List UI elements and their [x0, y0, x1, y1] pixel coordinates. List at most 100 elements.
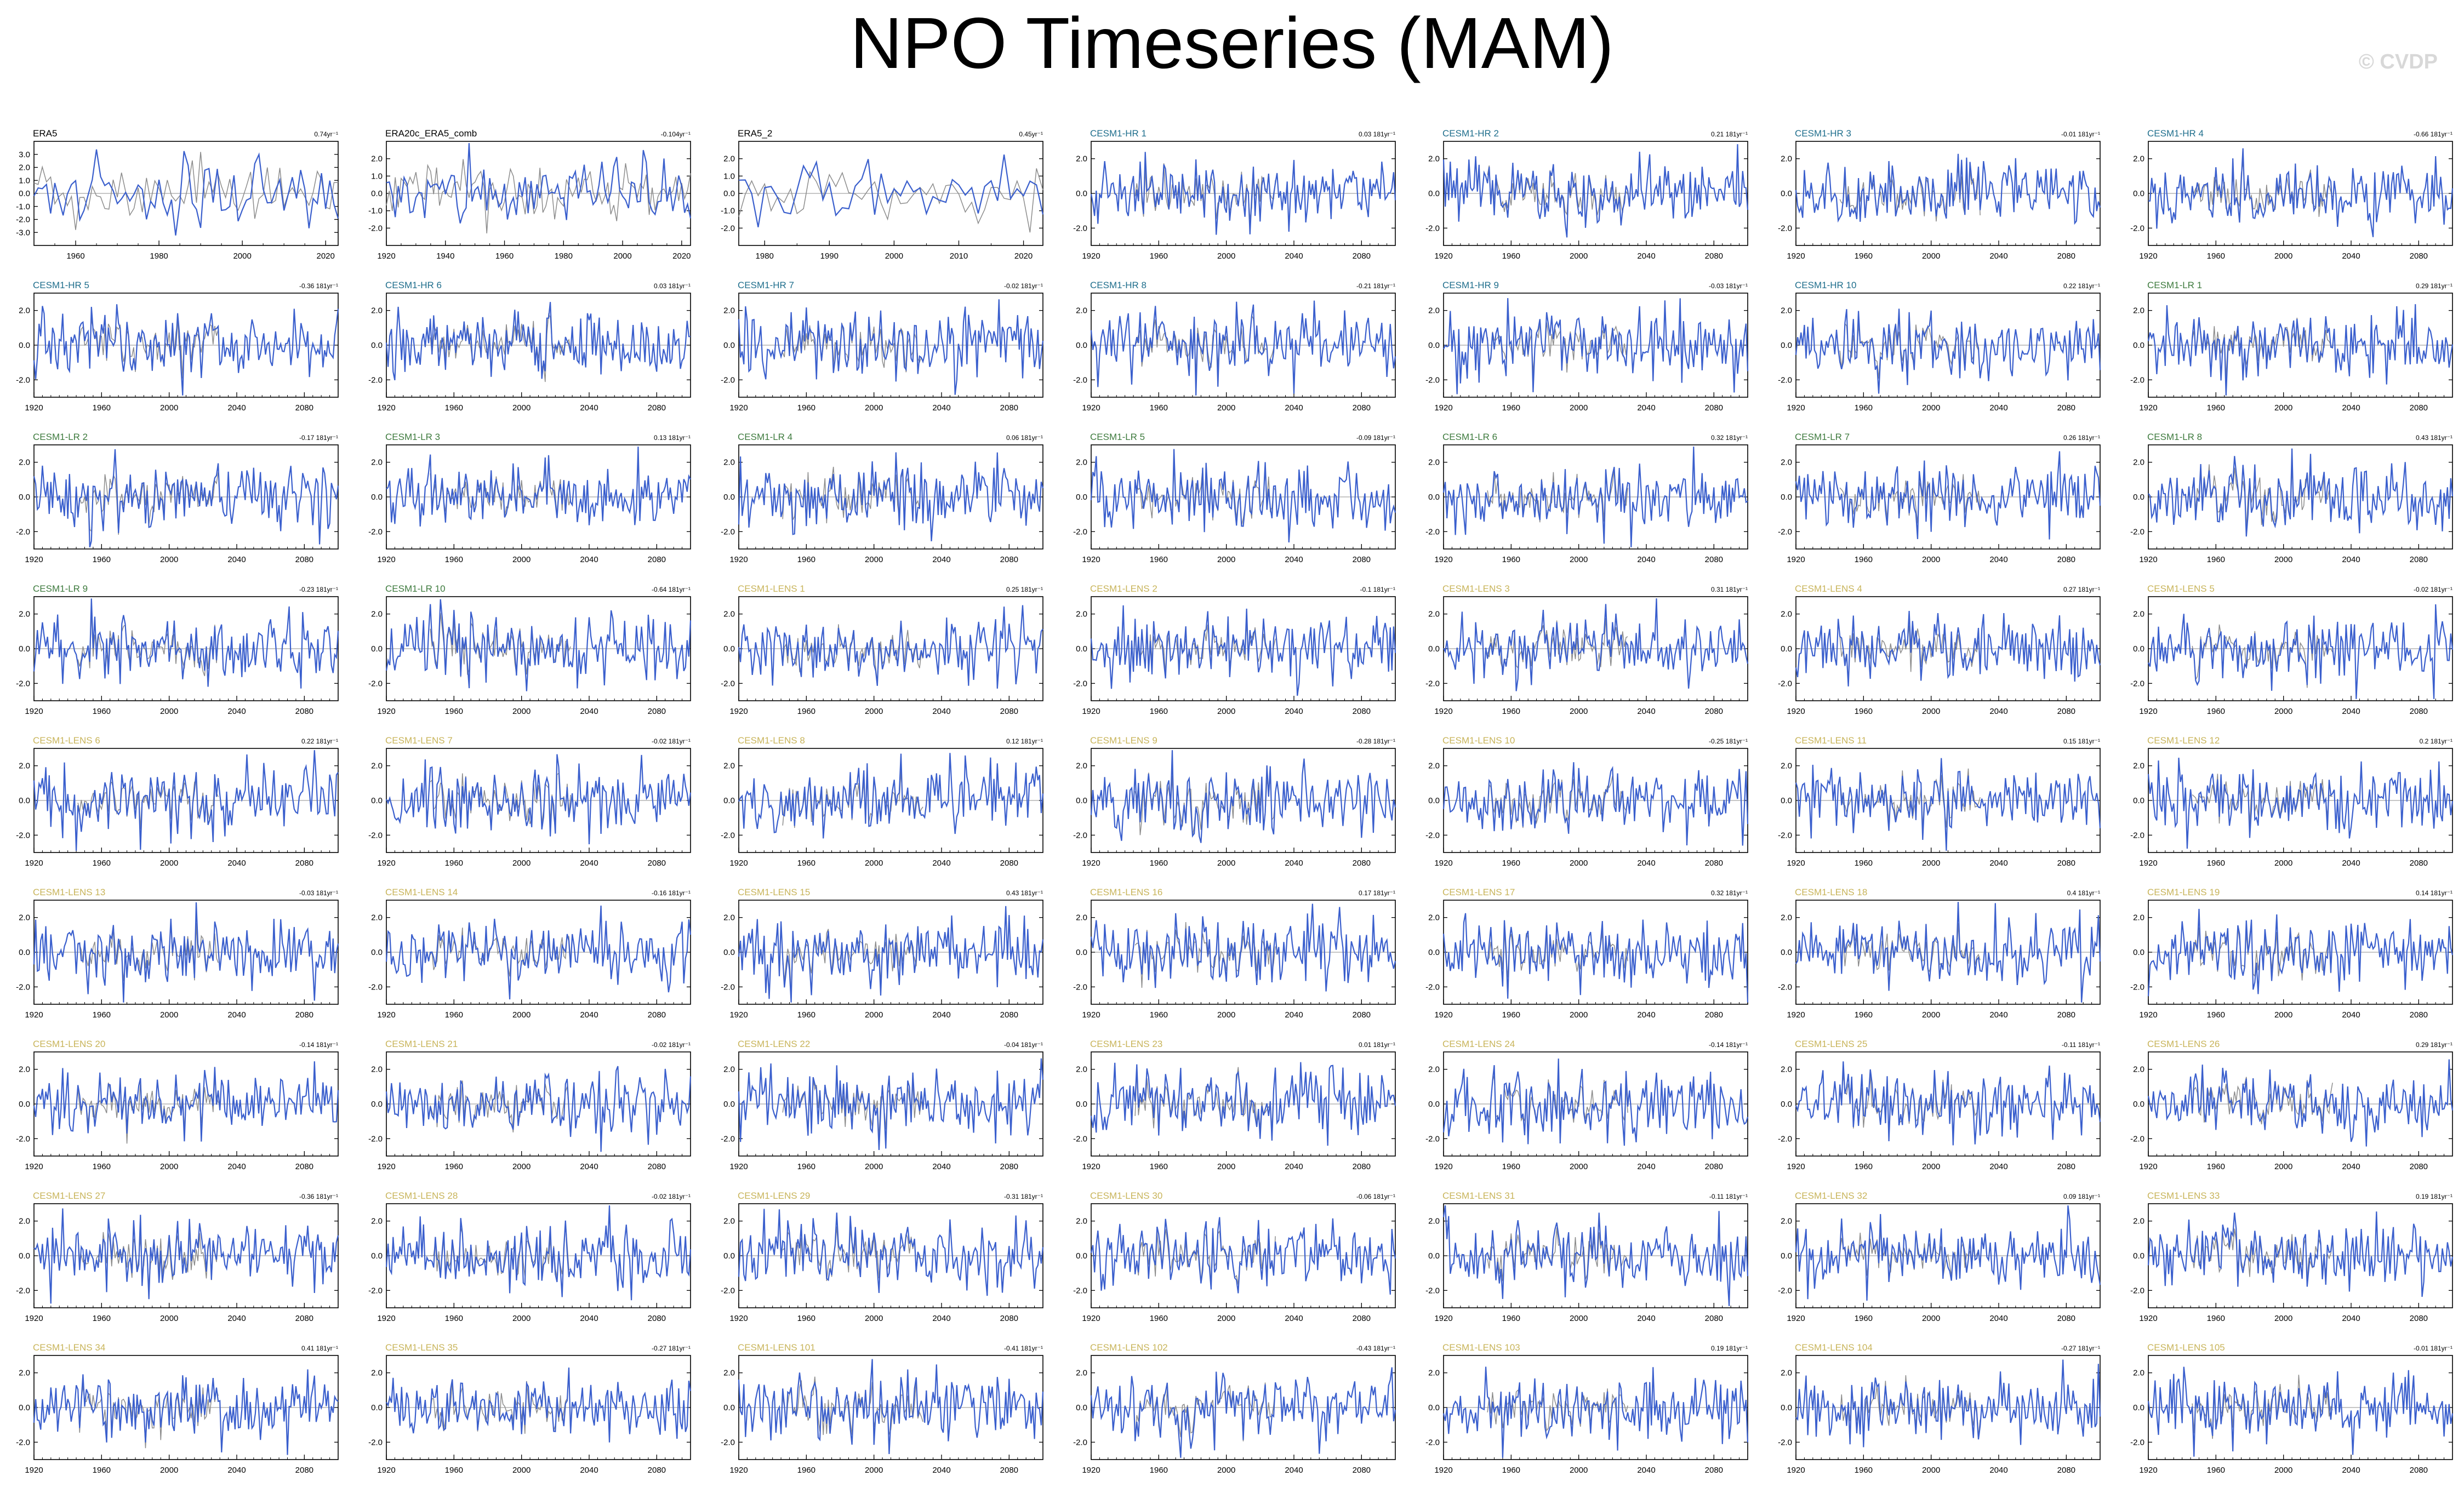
series-line — [2148, 448, 2454, 537]
x-tick-label: 1960 — [1150, 1466, 1168, 1475]
y-tick-label: 0.0 — [19, 341, 30, 350]
y-tick-label: -2.0 — [1778, 527, 1792, 536]
x-tick-label: 2000 — [865, 403, 883, 413]
series-line — [1795, 758, 2101, 851]
series-line — [1442, 1366, 1749, 1458]
panel-trend: 0.01 181yr⁻¹ — [1359, 1041, 1395, 1049]
panel-title: CESM1-HR 7 — [738, 280, 794, 290]
y-tick-label: 0.0 — [2133, 493, 2144, 502]
x-tick-label: 2000 — [512, 1162, 531, 1171]
y-tick-label: 0.0 — [371, 796, 383, 805]
x-tick-label: 1960 — [1502, 707, 1520, 716]
series-line — [33, 1208, 339, 1304]
x-tick-label: 2080 — [2410, 251, 2428, 261]
series-line — [385, 905, 692, 1000]
x-tick-label: 2000 — [160, 707, 178, 716]
series-line — [1442, 144, 1749, 238]
chart-panel: CESM1-LENS 4 0.27 181yr⁻¹ 2.0 0.0 -2.0 1920 19… — [1778, 583, 2101, 716]
x-tick-label: 2000 — [865, 1314, 883, 1323]
chart-panel: ERA5 0.74yr⁻¹ 3.0 2.0 1.0 0.0 -1.0 -2.0 -3.0 1960… — [16, 128, 339, 261]
panel-trend: -0.41 181yr⁻¹ — [1004, 1344, 1043, 1352]
y-tick-label: 2.0 — [19, 762, 30, 771]
y-tick-label: -2.0 — [1425, 1438, 1440, 1447]
y-tick-label: 2.0 — [723, 306, 735, 316]
panel-trend: -0.23 181yr⁻¹ — [299, 586, 338, 593]
panel-title: CESM1-LENS 35 — [385, 1342, 458, 1353]
x-tick-label: 1960 — [495, 251, 514, 261]
chart-panel: CESM1-LENS 11 0.15 181yr⁻¹ 2.0 0.0 -2.0 1920 1… — [1778, 735, 2101, 868]
x-tick-label: 2000 — [2274, 1466, 2292, 1475]
x-tick-label: 2000 — [1922, 403, 1940, 413]
x-tick-label: 1920 — [25, 707, 43, 716]
y-tick-label: 2.0 — [723, 913, 735, 923]
x-tick-label: 2000 — [1570, 555, 1588, 564]
chart-panel: CESM1-LENS 104 -0.27 181yr⁻¹ 2.0 0.0 -2.0 192… — [1778, 1342, 2101, 1475]
x-tick-label: 1920 — [2139, 1466, 2157, 1475]
x-tick-label: 2080 — [1000, 859, 1018, 868]
observed-series-line — [1487, 307, 1628, 374]
y-tick-label: -2.0 — [16, 1286, 30, 1295]
y-tick-label: 0.0 — [1076, 493, 1087, 502]
x-tick-label: 1960 — [1150, 403, 1168, 413]
y-tick-label: 0.0 — [1076, 341, 1087, 350]
series-line — [1090, 903, 1396, 992]
y-tick-label: 1.0 — [19, 176, 30, 185]
panel-trend: -0.104yr⁻¹ — [661, 130, 691, 138]
x-tick-label: 1920 — [2139, 1010, 2157, 1020]
y-tick-label: 0.0 — [1428, 189, 1440, 198]
x-tick-label: 2080 — [2057, 555, 2075, 564]
x-tick-label: 2080 — [1000, 1466, 1018, 1475]
x-tick-label: 1920 — [1434, 1010, 1452, 1020]
y-tick-label: 0.0 — [19, 644, 30, 654]
x-tick-label: 2000 — [2274, 251, 2292, 261]
y-tick-label: 0.0 — [1076, 1100, 1087, 1109]
observed-series-line — [1487, 1227, 1628, 1287]
x-tick-label: 1920 — [729, 859, 748, 868]
x-tick-label: 2000 — [865, 707, 883, 716]
panel-trend: -0.03 181yr⁻¹ — [1709, 282, 1748, 290]
y-tick-label: 0.0 — [371, 948, 383, 957]
y-tick-label: 2.0 — [1781, 1369, 1792, 1378]
x-tick-label: 1960 — [1502, 251, 1520, 261]
x-tick-label: 1960 — [1855, 859, 1873, 868]
x-tick-label: 1960 — [1855, 403, 1873, 413]
x-tick-label: 2080 — [1353, 555, 1371, 564]
panel-trend: -0.43 181yr⁻¹ — [1356, 1344, 1395, 1352]
y-tick-label: 2.0 — [1428, 1369, 1440, 1378]
panel-trend: 0.2 181yr⁻¹ — [2420, 737, 2452, 745]
x-tick-label: 1960 — [93, 859, 111, 868]
y-tick-label: -2.0 — [1073, 679, 1087, 688]
panel-title: CESM1-LENS 30 — [1090, 1191, 1162, 1201]
x-tick-label: 2040 — [580, 1162, 598, 1171]
x-tick-label: 2000 — [1570, 251, 1588, 261]
y-tick-label: -2.0 — [1778, 224, 1792, 233]
x-tick-label: 1960 — [1502, 1466, 1520, 1475]
y-tick-label: -2.0 — [16, 982, 30, 992]
panel-trend: -0.02 181yr⁻¹ — [2414, 586, 2452, 593]
x-tick-label: 1960 — [2207, 403, 2225, 413]
chart-panel: CESM1-HR 8 -0.21 181yr⁻¹ 2.0 0.0 -2.0 1920 196… — [1073, 280, 1396, 413]
panel-trend: 0.17 181yr⁻¹ — [1359, 889, 1395, 897]
series-line — [1795, 451, 2101, 540]
chart-panel: CESM1-LENS 22 -0.04 181yr⁻¹ 2.0 0.0 -2.0 1920… — [721, 1039, 1044, 1171]
x-tick-label: 1980 — [756, 251, 774, 261]
series-line — [1795, 1359, 2101, 1447]
panel-title: CESM1-LENS 29 — [738, 1191, 810, 1201]
y-tick-label: -2.0 — [2130, 831, 2144, 840]
x-tick-label: 1960 — [2207, 1314, 2225, 1323]
panel-trend: -0.21 181yr⁻¹ — [1356, 282, 1395, 290]
panel-title: CESM1-LENS 13 — [33, 887, 105, 897]
x-tick-label: 2080 — [2057, 1314, 2075, 1323]
y-tick-label: 2.0 — [1781, 762, 1792, 771]
chart-panel: CESM1-LENS 3 0.31 181yr⁻¹ 2.0 0.0 -2.0 1920 19… — [1425, 583, 1749, 716]
panel-trend: -0.02 181yr⁻¹ — [1004, 282, 1043, 290]
x-tick-label: 2040 — [227, 859, 246, 868]
x-tick-label: 1920 — [25, 1466, 43, 1475]
panel-trend: 0.15 181yr⁻¹ — [2063, 737, 2100, 745]
x-tick-label: 1920 — [2139, 1162, 2157, 1171]
x-tick-label: 2040 — [1637, 403, 1655, 413]
panel-title: CESM1-LR 1 — [2147, 280, 2202, 290]
series-line — [385, 754, 692, 845]
panel-title: CESM1-LENS 19 — [2147, 887, 2220, 897]
chart-panel: CESM1-LENS 17 0.32 181yr⁻¹ 2.0 0.0 -2.0 1920 1… — [1425, 887, 1749, 1020]
